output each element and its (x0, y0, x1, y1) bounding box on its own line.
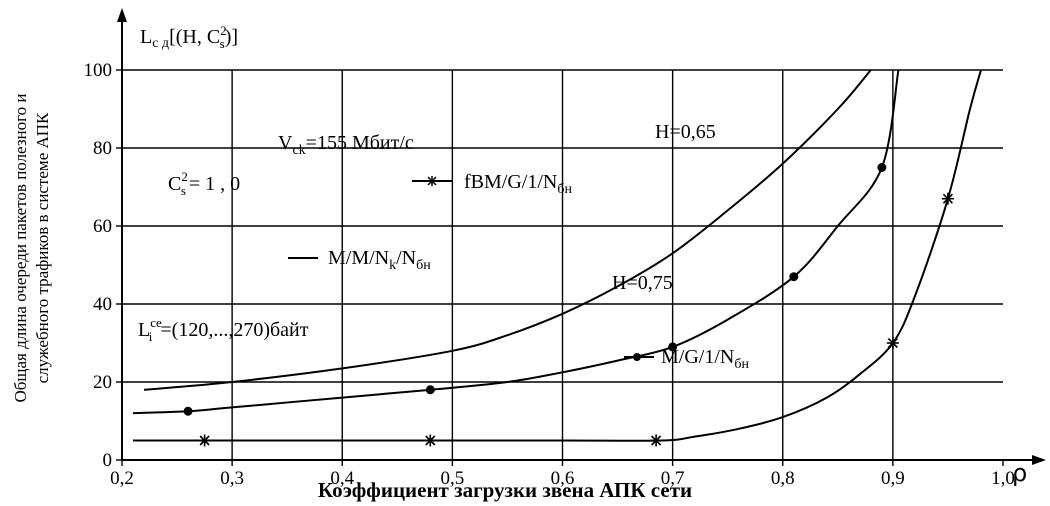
data-point-2 (789, 272, 799, 282)
data-point-3 (424, 434, 437, 447)
annotation-speed: Vck=155 Мбит/с (278, 132, 414, 158)
legend-fbm: fBM/G/1/Nбн (412, 171, 572, 197)
series-lines (132, 69, 982, 442)
data-point-2 (183, 406, 193, 416)
y-axis-label: Общая длина очереди пакетов полезного и … (11, 93, 52, 402)
grid (116, 69, 1004, 466)
annotation-packet-size: Lce i =(120,...,270)байт (138, 315, 309, 344)
y-axis-arrow (117, 8, 127, 22)
y-tick-label: 80 (93, 138, 112, 159)
data-point-2 (425, 385, 435, 395)
y-tick-label: 60 (93, 216, 112, 237)
data-point-2 (668, 342, 678, 352)
x-tick-label: 0,2 (110, 468, 134, 489)
y-axis-label-line-1: Общая длина очереди пакетов полезного и (11, 93, 30, 402)
legend-mm: M/M/Nk/Nбн (288, 247, 431, 273)
annotation-cs: C2 s = 1 , 0 (168, 169, 240, 198)
series-line-1 (143, 69, 872, 391)
legend-mm-label: M/M/Nk/Nбн (328, 247, 431, 273)
x-axis-arrow (1032, 455, 1046, 465)
legend-fbm-marker (427, 176, 437, 186)
x-tick-label: 0,4 (330, 468, 354, 489)
series-markers (183, 163, 954, 447)
data-point-2 (877, 163, 887, 172)
legend-mg-marker (633, 353, 641, 361)
annotation-h075: H=0,75 (612, 272, 673, 294)
y-axis-label-line-2: служебного трафиков в системе АПК (33, 112, 52, 383)
tick-labels: 0 20 40 60 80 100 0,2 0,3 0,4 0,5 0,6 0,7 0,8 0,9 1,0 (84, 60, 1015, 489)
data-point-3 (941, 192, 954, 205)
x-tick-label: 0,5 (441, 468, 465, 489)
series-line-3 (133, 69, 982, 442)
legend-mg-label: M/G/1/Nбн (661, 346, 749, 372)
legend-fbm-label: fBM/G/1/Nбн (464, 171, 572, 197)
x-tick-label: 0,3 (220, 468, 244, 489)
x-axis-symbol: ρ (1012, 459, 1027, 487)
x-tick-label: 0,7 (661, 468, 685, 489)
data-point-3 (886, 337, 899, 349)
x-tick-label: 1,0 (991, 468, 1015, 489)
series-line-2 (132, 69, 900, 415)
y-tick-label: 100 (84, 60, 113, 81)
x-tick-label: 0,9 (881, 468, 905, 489)
annotation-h065: H=0,65 (655, 121, 716, 143)
y-axis-title: Lс д[(H, C2 s)] (140, 23, 238, 51)
data-point-3 (198, 434, 211, 447)
y-tick-label: 0 (103, 450, 113, 471)
x-tick-label: 0,6 (551, 468, 575, 489)
data-point-3 (650, 434, 663, 447)
legend-mg: M/G/1/Nбн (624, 346, 749, 372)
axes (117, 8, 1046, 465)
y-tick-label: 40 (93, 294, 112, 315)
y-tick-label: 20 (93, 372, 112, 393)
x-tick-label: 0,8 (771, 468, 795, 489)
x-axis-label: Коэффициент загрузки звена АПК сети (318, 478, 692, 502)
